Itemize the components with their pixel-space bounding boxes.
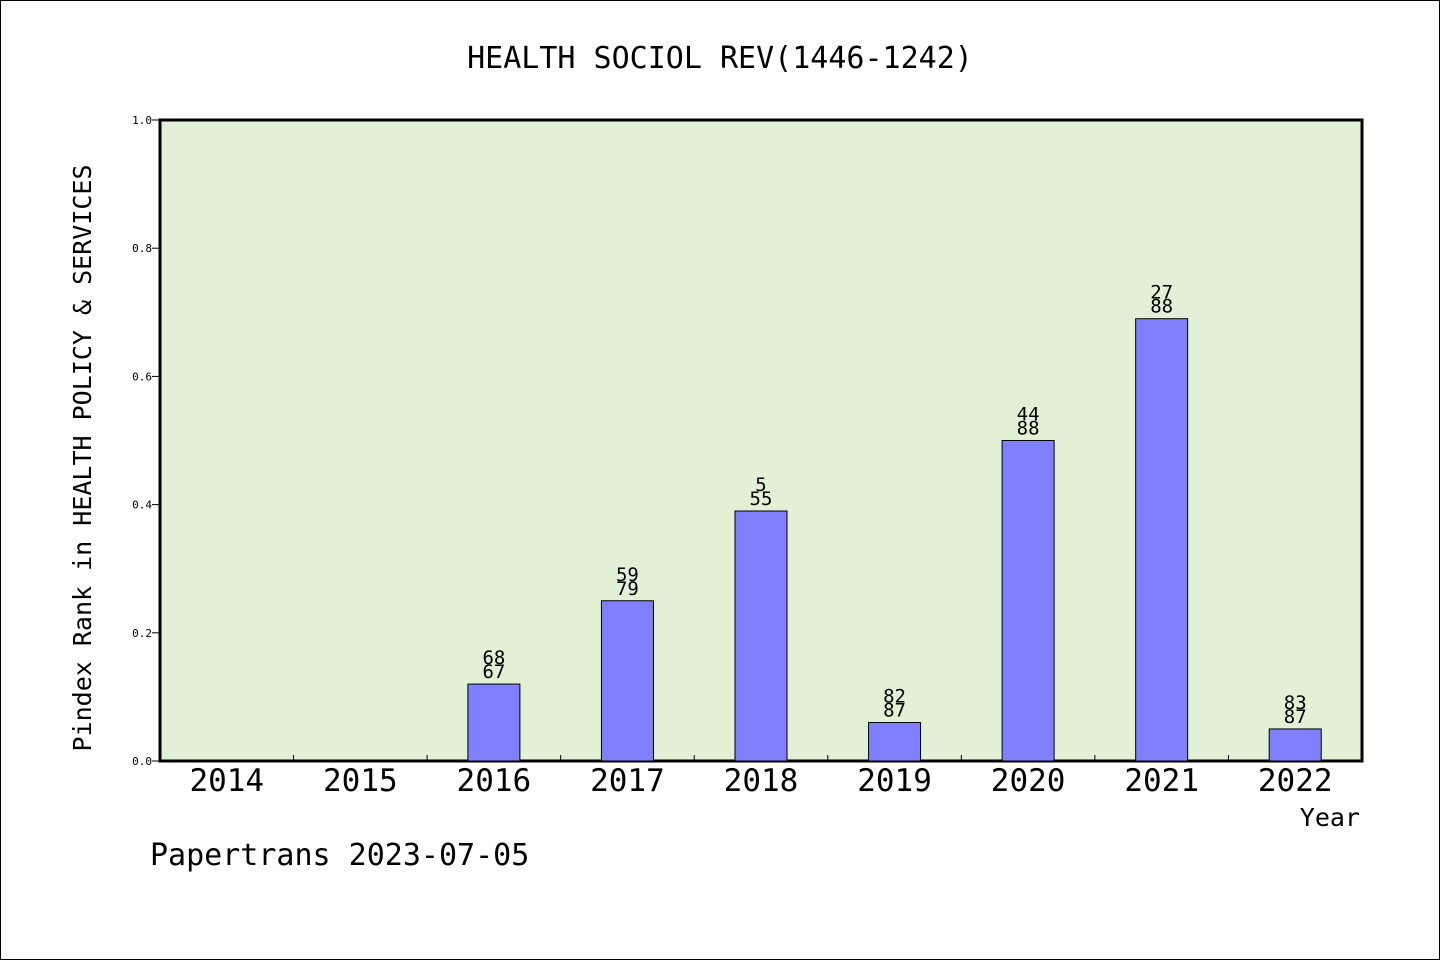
bar-label-bottom: 67: [482, 661, 505, 683]
y-tick-label: 0.2: [132, 627, 152, 640]
y-tick-label: 0.8: [132, 242, 152, 255]
x-tick-label: 2016: [457, 763, 532, 799]
x-axis: 2014 2015 2016 2017 2018 2019 2020 2021 2022: [189, 755, 1333, 799]
x-tick-label: 2021: [1124, 763, 1199, 799]
footer-credit: Papertrans 2023-07-05: [150, 838, 529, 873]
bar-label-bottom: 79: [616, 578, 639, 600]
x-tick-label: 2019: [857, 763, 932, 799]
x-tick-label: 2014: [189, 763, 264, 799]
y-tick-label: 0.0: [132, 755, 152, 768]
bar: [1268, 728, 1322, 762]
bar-label-top: 27: [1150, 282, 1173, 304]
y-axis-label: Pindex Rank in HEALTH POLICY & SERVICES: [68, 165, 97, 752]
bar-label-bottom: 87: [883, 700, 906, 722]
bar: [734, 510, 788, 762]
x-tick-label: 2018: [724, 763, 799, 799]
x-tick-label: 2017: [590, 763, 665, 799]
bar-label-top: 83: [1284, 692, 1307, 714]
bar-label-bottom: 87: [1284, 706, 1307, 728]
x-tick-label: 2015: [323, 763, 398, 799]
bar: [467, 683, 521, 762]
bar-label-bottom: 55: [750, 488, 773, 510]
x-tick-label: 2022: [1258, 763, 1333, 799]
bar: [1001, 440, 1055, 762]
bar: [1135, 318, 1189, 762]
bar-label-top: 5: [755, 474, 766, 496]
bar: [600, 600, 654, 762]
x-tick-label: 2020: [991, 763, 1066, 799]
bar-label-bottom: 88: [1017, 418, 1040, 440]
bar-label-top: 59: [616, 564, 639, 586]
y-tick-label: 0.4: [132, 499, 152, 512]
y-tick-label: 0.6: [132, 370, 152, 383]
bar-label-top: 82: [883, 686, 906, 708]
bar-label-top: 68: [482, 647, 505, 669]
bar: [868, 722, 922, 762]
bar-label-bottom: 88: [1150, 296, 1173, 318]
chart-title: HEALTH SOCIOL REV(1446-1242): [467, 41, 973, 76]
y-axis: 0.0 0.2 0.4 0.6 0.8 1.0: [132, 114, 160, 768]
y-tick-label: 1.0: [132, 114, 152, 127]
x-axis-label: Year: [1300, 803, 1360, 832]
bar-label-top: 44: [1017, 404, 1040, 426]
